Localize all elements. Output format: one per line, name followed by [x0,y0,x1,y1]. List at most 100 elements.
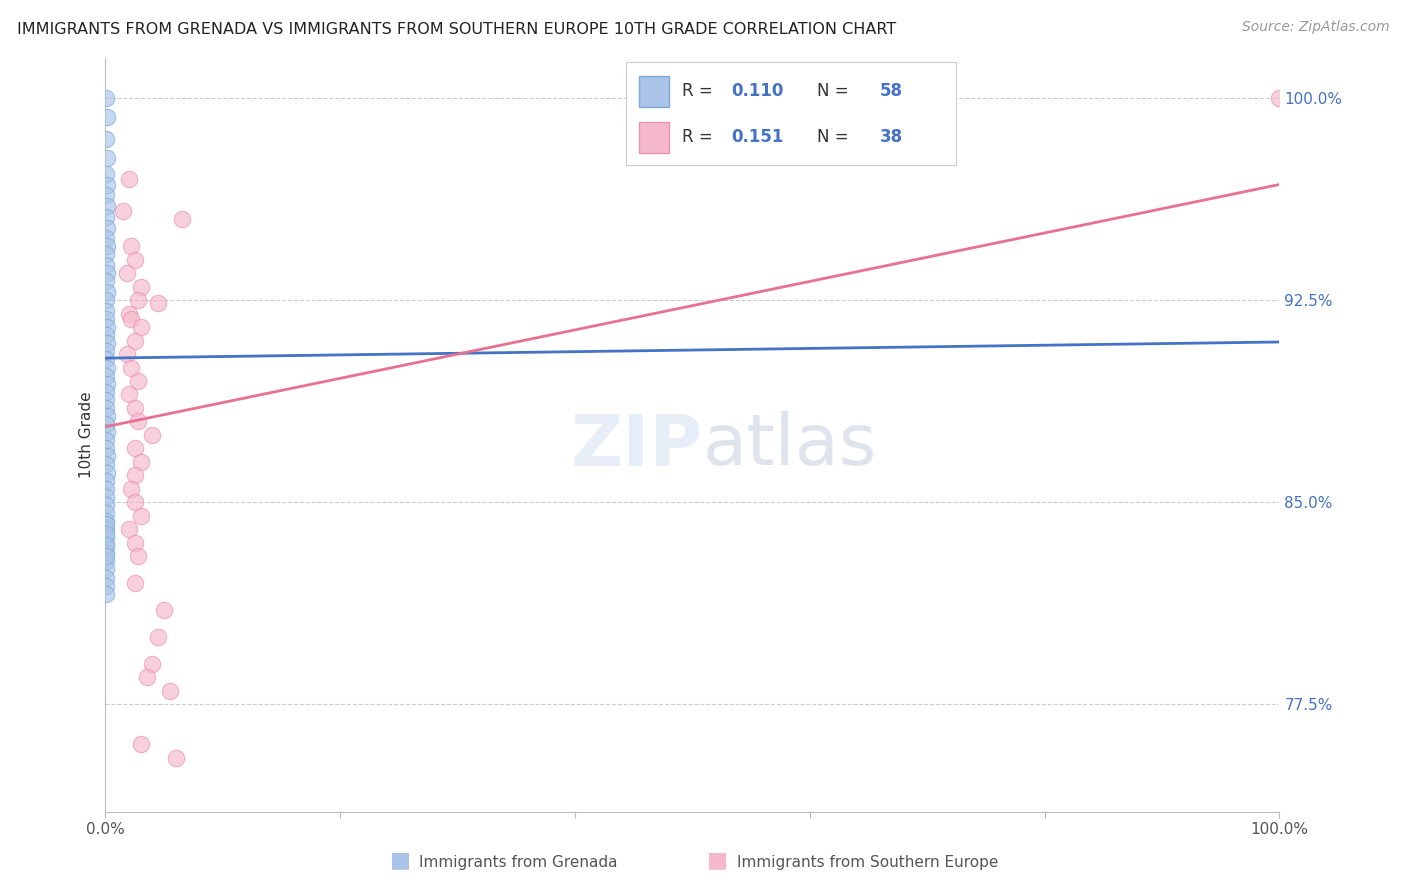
Text: 38: 38 [880,128,903,146]
Point [96,425,118,439]
Point [94,490,117,504]
Point [170,212,193,227]
Point [124,442,146,456]
Point [96,442,118,456]
Point [127,293,149,308]
Point [96,376,118,391]
Point [148,630,170,644]
Point [153,603,176,617]
Point [96,285,118,300]
Point [96,239,118,253]
Point [96,110,118,124]
Point [120,360,142,375]
Point [127,549,149,563]
Point [96,167,118,181]
Point [94,587,117,601]
Point [96,458,118,472]
Point [96,360,118,375]
Point [96,220,118,235]
Point [96,409,118,423]
Point [96,210,118,224]
Point [148,296,170,310]
Point [124,401,146,415]
Point [94,132,117,146]
Point [96,151,118,165]
Point [94,498,117,512]
Point [94,482,117,496]
FancyBboxPatch shape [638,76,669,106]
Point [141,657,163,671]
Point [96,266,118,280]
Point [96,231,118,245]
Point [94,562,117,576]
Point [141,427,163,442]
Point [1268,91,1291,105]
Point [96,474,118,488]
Text: Immigrants from Grenada: Immigrants from Grenada [419,855,617,870]
Point [94,546,117,560]
Text: ■: ■ [707,850,727,870]
Point [96,91,118,105]
Point [124,334,146,348]
Point [96,336,118,351]
Point [129,280,152,294]
Point [96,199,118,213]
Point [135,670,157,684]
Point [115,266,138,280]
Point [94,538,117,552]
Point [96,368,118,383]
Point [96,344,118,359]
Y-axis label: 10th Grade: 10th Grade [79,392,94,478]
Point [94,401,117,415]
Text: R =: R = [682,82,718,100]
Text: N =: N = [817,82,855,100]
Point [124,535,146,549]
Point [94,522,117,536]
Point [118,307,141,321]
Text: ■: ■ [391,850,411,870]
Text: 0.110: 0.110 [731,82,783,100]
Point [129,508,152,523]
Point [94,549,117,563]
Point [96,434,118,448]
Point [94,506,117,520]
Point [112,204,135,219]
FancyBboxPatch shape [638,122,669,153]
Point [94,514,117,528]
Point [129,738,152,752]
Point [94,516,117,531]
Text: N =: N = [817,128,855,146]
Point [127,374,149,388]
Text: Immigrants from Southern Europe: Immigrants from Southern Europe [737,855,998,870]
Point [94,527,117,541]
Point [94,538,117,552]
Point [115,347,138,361]
Point [118,387,141,401]
Text: Source: ZipAtlas.com: Source: ZipAtlas.com [1241,20,1389,34]
Point [96,392,118,407]
Text: 58: 58 [880,82,903,100]
Point [96,178,118,192]
Point [124,468,146,483]
Point [129,455,152,469]
Point [96,188,118,202]
Point [94,312,117,326]
Point [96,304,118,318]
Text: R =: R = [682,128,718,146]
Point [118,172,141,186]
Point [127,414,149,428]
Point [124,252,146,267]
Point [165,751,187,765]
Point [96,450,118,464]
Text: 0.151: 0.151 [731,128,783,146]
Text: ZIP: ZIP [571,411,703,481]
Point [94,554,117,568]
Point [120,312,142,326]
Point [94,530,117,544]
Point [96,328,118,343]
Point [118,522,141,536]
Point [129,320,152,334]
Point [96,466,118,480]
Point [96,293,118,308]
Point [120,482,142,496]
